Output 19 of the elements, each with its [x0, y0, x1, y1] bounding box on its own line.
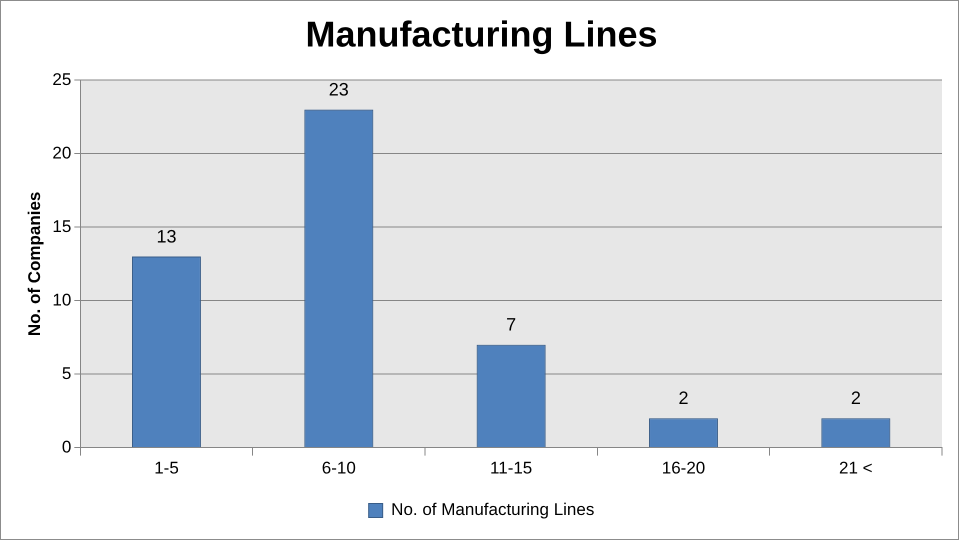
x-tick-label: 11-15: [490, 458, 532, 478]
y-tick-label: 15: [52, 216, 72, 236]
legend-label: No. of Manufacturing Lines: [391, 500, 594, 520]
data-label: 2: [678, 388, 688, 408]
y-axis-title: No. of Companies: [24, 192, 44, 336]
x-tick-label: 1-5: [154, 458, 179, 478]
y-tick-label: 25: [52, 70, 72, 89]
chart-title: Manufacturing Lines: [305, 14, 658, 55]
y-tick-label: 0: [62, 437, 72, 456]
y-tick-label: 10: [52, 290, 72, 310]
data-label: 23: [328, 80, 349, 100]
x-tick-label: 21 <: [839, 458, 873, 478]
y-tick-label: 20: [52, 143, 72, 162]
data-label: 7: [506, 314, 516, 335]
data-label: 13: [156, 226, 176, 247]
x-tick-label: 6-10: [322, 458, 356, 478]
data-label: 2: [850, 388, 861, 408]
x-tick-label: 16-20: [662, 458, 706, 478]
y-tick-label: 5: [62, 364, 72, 383]
